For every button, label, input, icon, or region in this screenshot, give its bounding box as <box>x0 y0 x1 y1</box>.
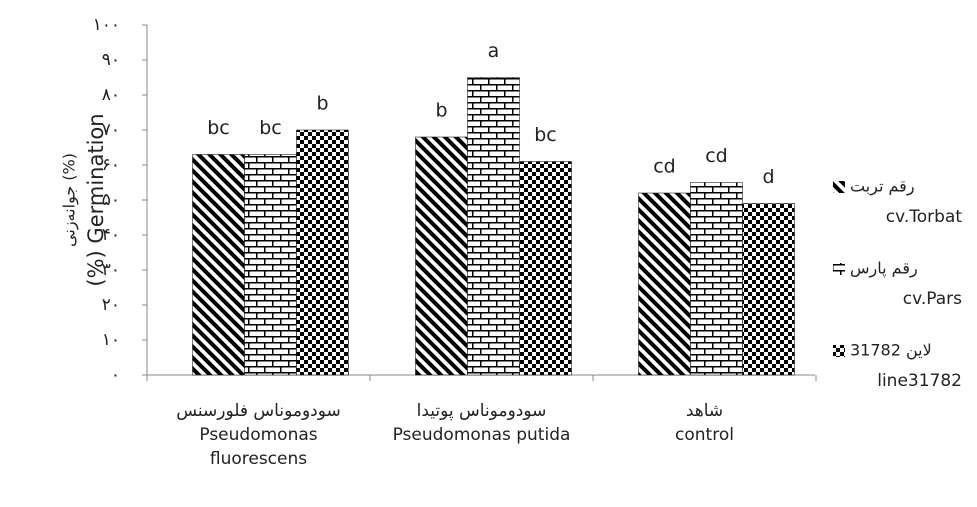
y-tick-label: ۷۰ <box>102 120 120 140</box>
y-tick-label: ۹۰ <box>102 50 120 70</box>
bar-letter: cd <box>653 156 676 178</box>
y-tick-label: ۵۰ <box>102 190 120 210</box>
y-tick-label: ۱۰۰ <box>93 15 120 35</box>
legend-label: cv.Pars <box>903 289 962 309</box>
legend-label: لاین 31782 <box>850 341 932 361</box>
bar <box>244 154 297 376</box>
bar <box>690 182 743 376</box>
bar <box>415 136 468 376</box>
x-tick-label: سودوموناس پوتیدا <box>417 401 547 421</box>
legend-swatch <box>833 345 845 357</box>
y-tick-label: ۴۰ <box>102 225 120 245</box>
y-title-fa: جوانه‌زنی (%) <box>60 153 80 247</box>
legend-swatch <box>833 181 845 193</box>
y-title-en: (%) Germination <box>84 113 108 286</box>
x-tick-label: سودوموناس فلورسنس <box>176 401 341 421</box>
legend-swatch <box>833 263 845 275</box>
bar-letter: bc <box>534 124 557 146</box>
legend-label: رقم پارس <box>850 259 918 279</box>
legend-label: line31782 <box>877 371 962 391</box>
y-tick-label: ۳۰ <box>102 260 120 280</box>
y-tick-label: ۱۰ <box>102 330 120 350</box>
legend-label: رقم تربت <box>850 177 915 197</box>
x-tick-label: Pseudomonas <box>199 425 317 445</box>
bar <box>519 161 572 376</box>
x-tick-label: control <box>675 425 734 445</box>
y-tick-label: ۰ <box>111 365 120 385</box>
bar-letter: b <box>316 93 328 115</box>
bar-letter: d <box>762 166 774 188</box>
x-tick-label: Pseudomonas putida <box>393 425 571 445</box>
bar <box>296 129 349 376</box>
bar <box>192 154 245 376</box>
bar-letter: cd <box>705 145 728 167</box>
legend-label: cv.Torbat <box>886 207 963 227</box>
y-tick-label: ۶۰ <box>102 155 120 175</box>
bar-letter: a <box>488 40 500 62</box>
y-tick-label: ۸۰ <box>102 85 120 105</box>
bar <box>638 192 691 376</box>
x-tick-label: شاهد <box>686 401 723 421</box>
x-tick-label: fluorescens <box>210 449 307 469</box>
bar <box>467 77 520 376</box>
y-tick-label: ۲۰ <box>102 295 120 315</box>
bar-letter: b <box>435 100 447 122</box>
bar <box>742 203 795 376</box>
bar-letter: bc <box>259 117 282 139</box>
bar-letter: bc <box>207 117 230 139</box>
